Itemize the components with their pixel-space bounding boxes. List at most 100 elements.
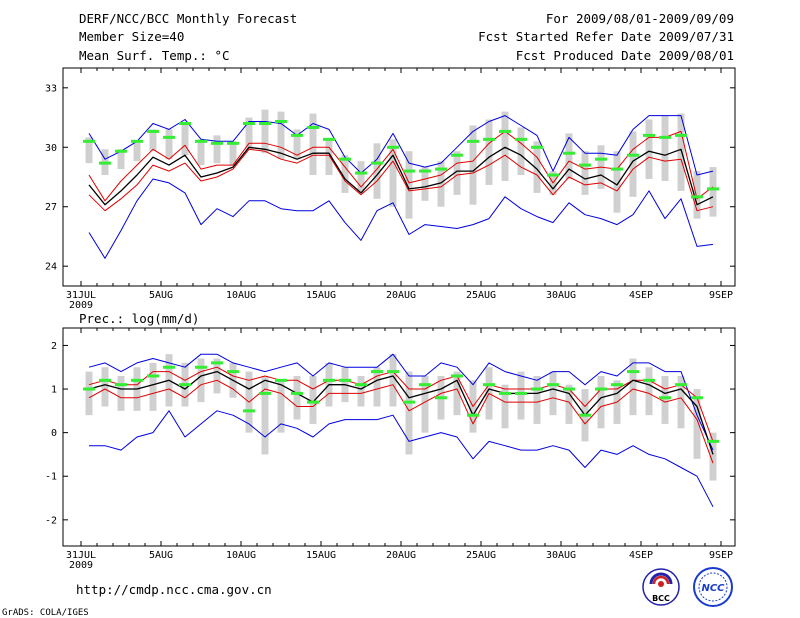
prec-xtick-label: 10AUG — [226, 550, 256, 561]
prec-observed-mark — [211, 361, 223, 365]
temp-spread-box — [533, 141, 541, 193]
temp-spread-box — [485, 119, 493, 185]
temp-spread-box — [517, 127, 525, 176]
temp-spread-box — [661, 115, 669, 181]
temp-spread-box — [645, 119, 653, 179]
member-size: Member Size=40 — [79, 29, 184, 44]
temp-observed-mark — [643, 133, 655, 137]
prec-observed-mark — [563, 387, 575, 391]
prec-observed-mark — [195, 365, 207, 369]
prec-observed-mark — [499, 391, 511, 395]
temp-observed-mark — [483, 137, 495, 141]
prec-spread-box — [261, 375, 269, 455]
temp-observed-mark — [531, 145, 543, 149]
prec-xtick-label: 20AUG — [386, 550, 416, 561]
prec-observed-mark — [675, 383, 687, 387]
temp-spread-box — [133, 141, 141, 162]
temp-spread-box — [629, 131, 637, 197]
temp-observed-mark — [595, 157, 607, 161]
temp-xtick-label: 5AUG — [149, 290, 173, 301]
prec-spread-box — [645, 367, 653, 416]
top-variable-label: Mean Surf. Temp.: °C — [79, 48, 230, 63]
temp-spread-box — [117, 149, 125, 170]
prec-spread-box — [357, 375, 365, 407]
prec-observed-mark — [291, 391, 303, 395]
prec-spread-box — [597, 375, 605, 429]
temp-ytick-label: 27 — [45, 202, 57, 213]
temp-spread-box — [709, 167, 717, 217]
temp-xtick-label: 9SEP — [709, 290, 733, 301]
prec-observed-mark — [179, 383, 191, 387]
figure-title: DERF/NCC/BCC Monthly Forecast — [79, 11, 297, 26]
prec-xtick-label: 25AUG — [466, 550, 496, 561]
prec-observed-mark — [147, 374, 159, 378]
temp-spread-box — [325, 139, 333, 176]
temp-observed-mark — [339, 157, 351, 161]
temperature-panel: 24 27 30 33 31JUL 5AUG 10AUG 15AUG 20AUG 25AUG 30A… — [45, 67, 736, 311]
prec-xtick-label: 4SEP — [629, 550, 653, 561]
temp-spread-box — [581, 151, 589, 195]
prec-spread-box — [549, 371, 557, 416]
prec-observed-mark — [83, 387, 95, 391]
prec-plot-frame — [62, 327, 736, 547]
prec-ytick-label: -2 — [45, 515, 57, 526]
prec-observed-mark — [243, 409, 255, 413]
ncc-logo: NCC — [693, 567, 733, 607]
prec-min-line — [89, 410, 714, 508]
prec-xtick-label: 5AUG — [149, 550, 173, 561]
temp-observed-mark — [547, 173, 559, 177]
temp-spread-box — [453, 151, 461, 195]
prec-spread-box — [693, 389, 701, 459]
prec-observed-mark — [403, 400, 415, 404]
temp-observed-mark — [307, 125, 319, 129]
temp-observed-mark — [707, 187, 719, 191]
temp-spread-box — [293, 129, 301, 160]
temp-spread-box — [613, 151, 621, 213]
temp-observed-mark — [659, 135, 671, 139]
temp-observed-mark — [419, 169, 431, 173]
temp-spread-box — [277, 111, 285, 160]
temp-spread-box — [357, 161, 365, 193]
bottom-variable-label: Prec.: log(mm/d) — [79, 311, 199, 326]
prec-observed-mark — [99, 378, 111, 382]
prec-observed-mark — [531, 387, 543, 391]
prec-observed-mark — [115, 383, 127, 387]
prec-spread-box — [293, 375, 301, 420]
prec-observed-mark — [339, 378, 351, 382]
temp-upper-sd-line — [88, 130, 714, 202]
prec-year-label: 2009 — [69, 560, 93, 571]
bcc-logo: BCC — [642, 568, 680, 606]
temp-xtick-label: 15AUG — [306, 290, 336, 301]
prec-spread-box — [117, 375, 125, 411]
forecast-period: For 2009/08/01-2009/09/09 — [546, 11, 734, 26]
prec-spread-box — [85, 371, 93, 416]
temp-mean-line — [88, 146, 714, 206]
prec-observed-mark — [643, 378, 655, 382]
temp-observed-mark — [131, 139, 143, 143]
temp-spread-box — [213, 135, 221, 164]
prec-ytick-label: 0 — [51, 428, 57, 439]
temp-xtick-label: 20AUG — [386, 290, 416, 301]
prec-spread-box — [661, 375, 669, 424]
temp-spread-box — [197, 139, 205, 166]
temp-spread-box — [85, 137, 93, 164]
prec-spread-box — [421, 375, 429, 433]
prec-observed-mark — [435, 396, 447, 400]
prec-observed-mark — [419, 383, 431, 387]
temp-spread-box — [693, 171, 701, 219]
prec-xtick-label: 30AUG — [546, 550, 576, 561]
fcst-produced-date: Fcst Produced Date 2009/08/01 — [516, 48, 734, 63]
source-url[interactable]: http://cmdp.ncc.cma.gov.cn — [76, 582, 272, 597]
prec-upper-sd-line — [88, 366, 714, 442]
prec-observed-mark — [515, 391, 527, 395]
temp-observed-mark — [675, 133, 687, 137]
prec-ytick-label: 1 — [51, 385, 57, 396]
prec-spread-box — [517, 371, 525, 420]
temp-spread-box — [149, 129, 157, 152]
temp-observed-mark — [371, 161, 383, 165]
prec-observed-mark — [611, 383, 623, 387]
temp-observed-mark — [387, 145, 399, 149]
temp-spread-box — [165, 129, 173, 160]
prec-observed-mark — [579, 413, 591, 417]
grads-credit: GrADS: COLA/IGES — [2, 608, 89, 618]
